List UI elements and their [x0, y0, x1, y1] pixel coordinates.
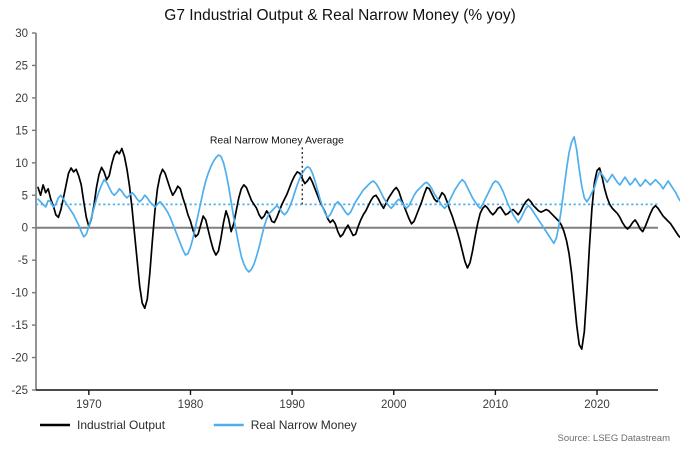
- series-line-real-narrow-money: [37, 136, 680, 273]
- y-tick-label: 25: [15, 60, 28, 72]
- legend-label-0: Industrial Output: [77, 418, 166, 432]
- y-tick-label: -25: [11, 385, 28, 397]
- y-tick-label: 15: [15, 125, 28, 137]
- x-axis: 1970 1980 1990 2000 2010 2020: [36, 389, 658, 411]
- legend-label-1: Real Narrow Money: [251, 418, 357, 432]
- data-series: [37, 136, 680, 350]
- chart-annotations: Real Narrow Money Average: [210, 134, 344, 205]
- annotation-label: Real Narrow Money Average: [210, 134, 344, 146]
- x-tick-label: 2000: [381, 399, 407, 411]
- x-tick-label: 2010: [483, 399, 509, 411]
- y-tick-label: 30: [15, 28, 28, 40]
- chart-legend: Industrial Output Real Narrow Money: [40, 418, 357, 432]
- source-label: Source: LSEG Datastream: [558, 433, 671, 444]
- y-tick-label: 5: [22, 190, 28, 202]
- y-tick-label: -5: [18, 255, 28, 267]
- y-tick-label: 20: [15, 93, 28, 105]
- x-tick-label: 2020: [584, 399, 610, 411]
- y-tick-label: 0: [22, 223, 28, 235]
- y-tick-label: -15: [11, 320, 28, 332]
- chart-title: G7 Industrial Output & Real Narrow Money…: [164, 7, 515, 24]
- y-axis: 30 25 20 15 10 5 0 -5 -10 -15 -20 -25: [11, 28, 37, 397]
- y-tick-label: -20: [11, 353, 28, 365]
- series-line-industrial-output: [37, 147, 680, 350]
- y-tick-label: -10: [11, 288, 28, 300]
- y-tick-label: 10: [15, 158, 28, 170]
- x-tick-label: 1990: [279, 399, 305, 411]
- x-tick-label: 1980: [178, 399, 204, 411]
- x-tick-label: 1970: [76, 399, 102, 411]
